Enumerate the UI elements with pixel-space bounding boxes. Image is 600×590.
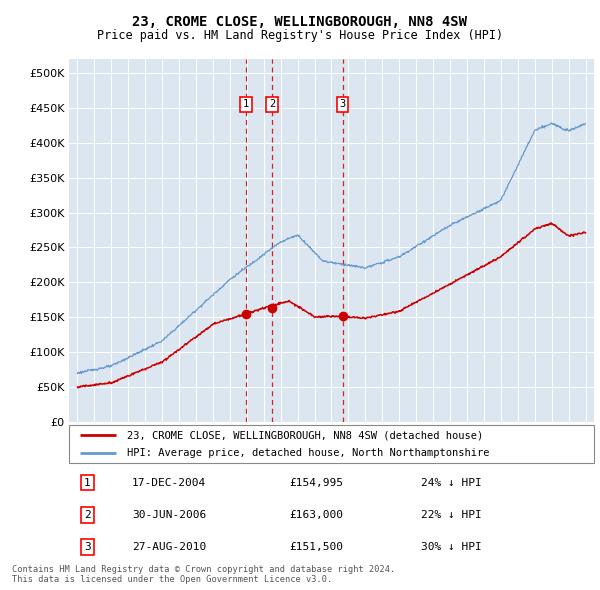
Text: Price paid vs. HM Land Registry's House Price Index (HPI): Price paid vs. HM Land Registry's House … xyxy=(97,30,503,42)
Text: HPI: Average price, detached house, North Northamptonshire: HPI: Average price, detached house, Nort… xyxy=(127,448,489,458)
Text: 17-DEC-2004: 17-DEC-2004 xyxy=(132,478,206,488)
Text: £151,500: £151,500 xyxy=(290,542,343,552)
Text: 23, CROME CLOSE, WELLINGBOROUGH, NN8 4SW (detached house): 23, CROME CLOSE, WELLINGBOROUGH, NN8 4SW… xyxy=(127,430,483,440)
Text: 2: 2 xyxy=(269,99,275,109)
Text: £154,995: £154,995 xyxy=(290,478,343,488)
Text: £163,000: £163,000 xyxy=(290,510,343,520)
Text: 22% ↓ HPI: 22% ↓ HPI xyxy=(421,510,482,520)
Text: 23, CROME CLOSE, WELLINGBOROUGH, NN8 4SW: 23, CROME CLOSE, WELLINGBOROUGH, NN8 4SW xyxy=(133,15,467,29)
Text: 3: 3 xyxy=(84,542,91,552)
Text: 30% ↓ HPI: 30% ↓ HPI xyxy=(421,542,482,552)
Text: 1: 1 xyxy=(84,478,91,488)
Text: 27-AUG-2010: 27-AUG-2010 xyxy=(132,542,206,552)
Text: Contains HM Land Registry data © Crown copyright and database right 2024.
This d: Contains HM Land Registry data © Crown c… xyxy=(12,565,395,584)
Text: 1: 1 xyxy=(243,99,249,109)
Text: 24% ↓ HPI: 24% ↓ HPI xyxy=(421,478,482,488)
Text: 2: 2 xyxy=(84,510,91,520)
Text: 3: 3 xyxy=(340,99,346,109)
Text: 30-JUN-2006: 30-JUN-2006 xyxy=(132,510,206,520)
